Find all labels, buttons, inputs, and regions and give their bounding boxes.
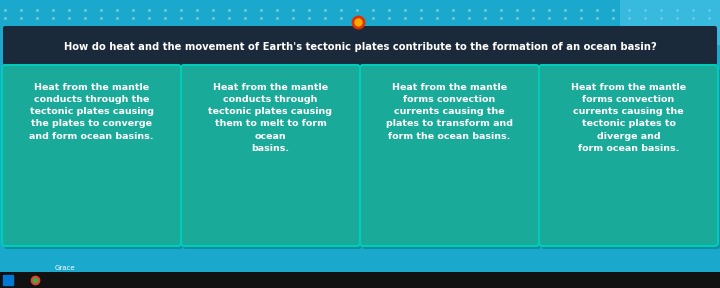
- Text: Heat from the mantle
forms convection
currents causing the
plates to transform a: Heat from the mantle forms convection cu…: [386, 83, 513, 141]
- FancyBboxPatch shape: [181, 65, 360, 246]
- FancyBboxPatch shape: [4, 68, 183, 249]
- FancyBboxPatch shape: [2, 65, 181, 246]
- Text: Heat from the mantle
conducts through the
tectonic plates causing
the plates to : Heat from the mantle conducts through th…: [30, 83, 154, 141]
- Bar: [0, 272, 720, 288]
- Text: Heat from the mantle
conducts through
tectonic plates causing
them to melt to fo: Heat from the mantle conducts through te…: [209, 83, 333, 153]
- FancyBboxPatch shape: [360, 65, 539, 246]
- Text: How do heat and the movement of Earth's tectonic plates contribute to the format: How do heat and the movement of Earth's …: [63, 42, 657, 52]
- FancyBboxPatch shape: [539, 65, 718, 246]
- FancyBboxPatch shape: [620, 0, 720, 45]
- FancyBboxPatch shape: [3, 26, 717, 68]
- Text: Grace
W: Grace W: [55, 265, 76, 278]
- FancyBboxPatch shape: [362, 68, 541, 249]
- FancyBboxPatch shape: [541, 68, 720, 249]
- Text: Heat from the mantle
forms convection
currents causing the
tectonic plates to
di: Heat from the mantle forms convection cu…: [571, 83, 686, 153]
- FancyBboxPatch shape: [183, 68, 362, 249]
